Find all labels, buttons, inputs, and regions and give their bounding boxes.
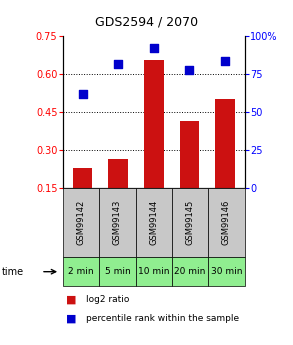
Text: percentile rank within the sample: percentile rank within the sample: [86, 314, 240, 323]
Text: log2 ratio: log2 ratio: [86, 295, 130, 304]
Point: [187, 67, 192, 72]
Text: 5 min: 5 min: [105, 267, 130, 276]
Text: 20 min: 20 min: [174, 267, 206, 276]
Text: GSM99146: GSM99146: [222, 200, 231, 245]
Bar: [108, 159, 128, 226]
Text: GSM99143: GSM99143: [113, 200, 122, 245]
Text: 2 min: 2 min: [68, 267, 94, 276]
Text: GSM99144: GSM99144: [149, 200, 158, 245]
Bar: [215, 99, 235, 226]
Bar: [180, 121, 199, 226]
Bar: [144, 60, 163, 226]
Point: [116, 61, 120, 66]
Text: ■: ■: [66, 295, 76, 305]
Text: 30 min: 30 min: [211, 267, 242, 276]
Text: time: time: [1, 267, 24, 277]
Point: [80, 91, 85, 97]
Text: GSM99142: GSM99142: [77, 200, 86, 245]
Text: GDS2594 / 2070: GDS2594 / 2070: [95, 16, 198, 29]
Point: [151, 46, 156, 51]
Bar: [73, 168, 92, 226]
Text: ■: ■: [66, 314, 76, 324]
Text: GSM99145: GSM99145: [186, 200, 195, 245]
Point: [223, 58, 227, 63]
Text: 10 min: 10 min: [138, 267, 170, 276]
